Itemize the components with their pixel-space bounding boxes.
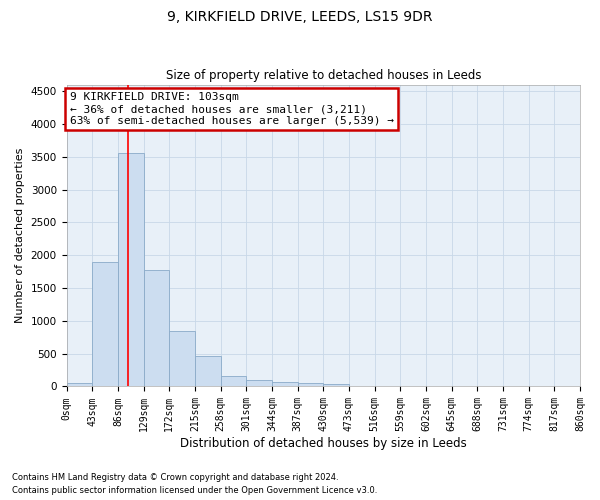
Bar	[246, 380, 272, 386]
Bar	[67, 383, 92, 386]
Bar	[221, 376, 246, 386]
Title: Size of property relative to detached houses in Leeds: Size of property relative to detached ho…	[166, 69, 481, 82]
Text: 9, KIRKFIELD DRIVE, LEEDS, LS15 9DR: 9, KIRKFIELD DRIVE, LEEDS, LS15 9DR	[167, 10, 433, 24]
Bar	[169, 332, 195, 386]
Bar	[272, 382, 298, 386]
Bar	[92, 262, 118, 386]
Y-axis label: Number of detached properties: Number of detached properties	[15, 148, 25, 323]
Text: Contains HM Land Registry data © Crown copyright and database right 2024.
Contai: Contains HM Land Registry data © Crown c…	[12, 474, 377, 495]
Bar	[195, 356, 221, 386]
Bar	[298, 383, 323, 386]
Text: 9 KIRKFIELD DRIVE: 103sqm
← 36% of detached houses are smaller (3,211)
63% of se: 9 KIRKFIELD DRIVE: 103sqm ← 36% of detac…	[70, 92, 394, 126]
Bar	[323, 384, 349, 386]
Bar	[118, 154, 143, 386]
X-axis label: Distribution of detached houses by size in Leeds: Distribution of detached houses by size …	[180, 437, 467, 450]
Bar	[143, 270, 169, 386]
